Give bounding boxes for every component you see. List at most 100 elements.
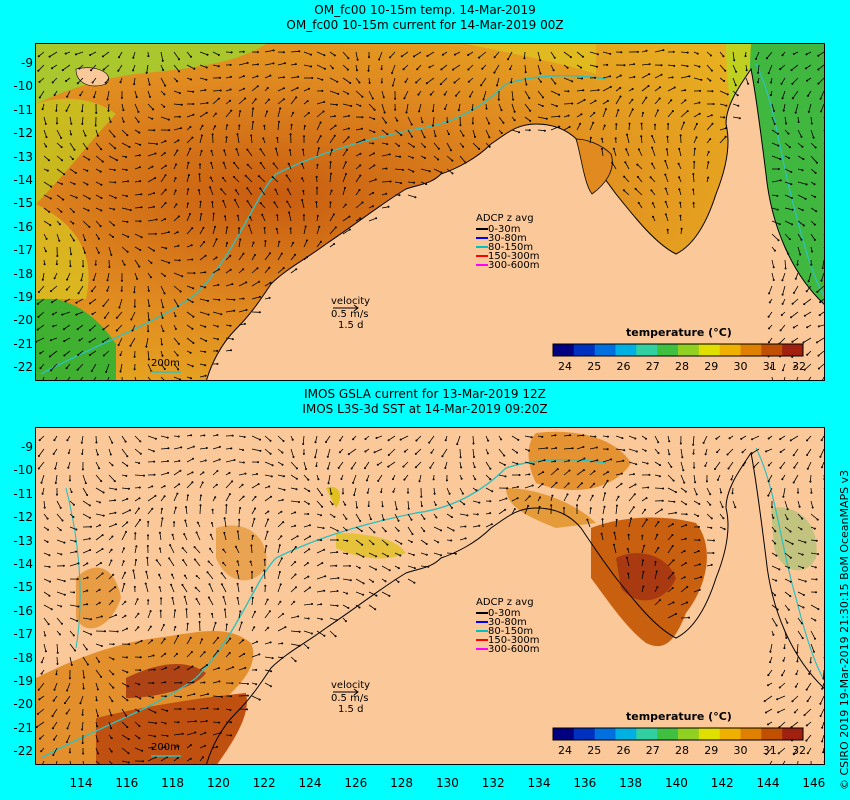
current-arrow-head xyxy=(43,506,46,509)
current-arrow xyxy=(329,90,339,95)
current-arrow-head xyxy=(493,56,496,59)
panel1-current-arrows xyxy=(36,49,824,380)
current-arrow-head xyxy=(210,149,213,152)
current-arrow-head xyxy=(323,100,326,103)
current-arrow-head xyxy=(106,279,109,282)
current-arrow-head xyxy=(75,301,78,304)
current-arrow-head xyxy=(504,508,507,511)
current-arrow-head xyxy=(151,117,154,120)
current-arrow xyxy=(52,721,58,729)
current-arrow-head xyxy=(812,136,815,139)
current-arrow-head xyxy=(190,651,193,653)
current-arrow-head xyxy=(256,51,259,54)
current-arrow-head xyxy=(65,80,67,82)
current-arrow xyxy=(446,155,453,161)
current-arrow-head xyxy=(214,496,217,499)
current-arrow xyxy=(82,630,92,635)
current-arrow xyxy=(472,129,476,138)
current-arrow xyxy=(199,505,201,515)
current-arrow xyxy=(325,435,331,443)
current-arrow-head xyxy=(175,652,178,655)
current-arrow-head xyxy=(36,712,39,715)
current-arrow xyxy=(823,605,824,606)
current-arrow-head xyxy=(610,458,613,461)
current-arrow-head xyxy=(806,700,809,703)
current-arrow-head xyxy=(642,111,645,114)
current-arrow-head xyxy=(795,673,798,676)
current-arrow xyxy=(182,547,188,554)
current-arrow-head xyxy=(563,507,565,510)
current-arrow xyxy=(186,732,196,736)
current-arrow xyxy=(796,376,799,380)
current-arrow-head xyxy=(810,122,813,125)
current-arrow-head xyxy=(102,340,104,343)
current-arrow-head xyxy=(418,480,421,483)
current-arrow xyxy=(121,522,128,528)
current-arrow xyxy=(134,599,138,606)
current-arrow-head xyxy=(229,709,232,711)
current-arrow-head xyxy=(723,116,726,119)
current-arrow xyxy=(108,512,116,515)
current-arrow xyxy=(446,526,454,531)
current-arrow xyxy=(693,474,696,483)
current-arrow xyxy=(238,239,241,248)
panel1-cool-north xyxy=(36,44,266,104)
current-arrow-head xyxy=(68,751,71,754)
current-arrow-head xyxy=(270,475,273,478)
current-arrow xyxy=(43,129,47,138)
current-arrow-head xyxy=(190,244,193,247)
current-arrow xyxy=(303,603,313,606)
current-arrow-head xyxy=(567,114,570,117)
current-arrow-head xyxy=(394,97,397,100)
current-arrow-head xyxy=(779,179,782,182)
current-arrow xyxy=(654,435,659,443)
current-arrow-head xyxy=(789,439,792,442)
current-arrow-head xyxy=(100,645,103,647)
current-arrow xyxy=(172,597,175,606)
current-arrow-head xyxy=(789,595,792,598)
colorbar-segment xyxy=(740,728,762,740)
current-arrow xyxy=(120,363,123,372)
current-arrow-head xyxy=(126,134,129,137)
latitude-label: -19 xyxy=(13,674,33,688)
current-arrow-head xyxy=(145,71,148,74)
current-arrow-head xyxy=(423,530,426,533)
current-arrow xyxy=(780,461,786,469)
current-arrow-head xyxy=(263,226,266,229)
current-arrow-head xyxy=(135,545,138,548)
current-arrow-head xyxy=(204,350,207,353)
current-arrow xyxy=(821,272,824,281)
current-arrow-head xyxy=(781,97,784,100)
current-arrow-head xyxy=(177,215,180,218)
current-arrow xyxy=(160,472,169,476)
current-arrow xyxy=(277,487,285,491)
current-arrow-head xyxy=(645,49,648,52)
current-arrow-head xyxy=(271,176,274,179)
current-arrow-head xyxy=(530,436,533,439)
current-arrow-head xyxy=(551,494,554,497)
current-arrow xyxy=(732,116,740,119)
current-arrow-head xyxy=(303,135,305,138)
current-arrow-head xyxy=(50,369,52,372)
current-arrow-head xyxy=(779,158,782,161)
current-arrow-head xyxy=(414,196,417,199)
current-arrow-head xyxy=(140,206,143,209)
current-arrow-head xyxy=(292,456,295,458)
current-arrow-head xyxy=(272,49,275,52)
current-arrow xyxy=(185,506,188,515)
current-arrow-head xyxy=(707,176,710,179)
colorbar-tick-label: 24 xyxy=(558,744,572,757)
current-arrow xyxy=(797,246,801,255)
current-arrow-head xyxy=(218,445,221,448)
current-arrow xyxy=(446,168,453,174)
current-arrow-head xyxy=(726,93,729,96)
current-arrow xyxy=(342,103,352,107)
current-arrow-head xyxy=(609,52,612,55)
current-arrow-head xyxy=(242,495,245,498)
current-arrow-head xyxy=(131,329,134,332)
current-arrow xyxy=(108,246,112,256)
current-arrow xyxy=(576,51,584,58)
current-arrow xyxy=(107,376,110,380)
current-arrow-head xyxy=(359,104,362,107)
current-arrow-head xyxy=(451,172,454,175)
